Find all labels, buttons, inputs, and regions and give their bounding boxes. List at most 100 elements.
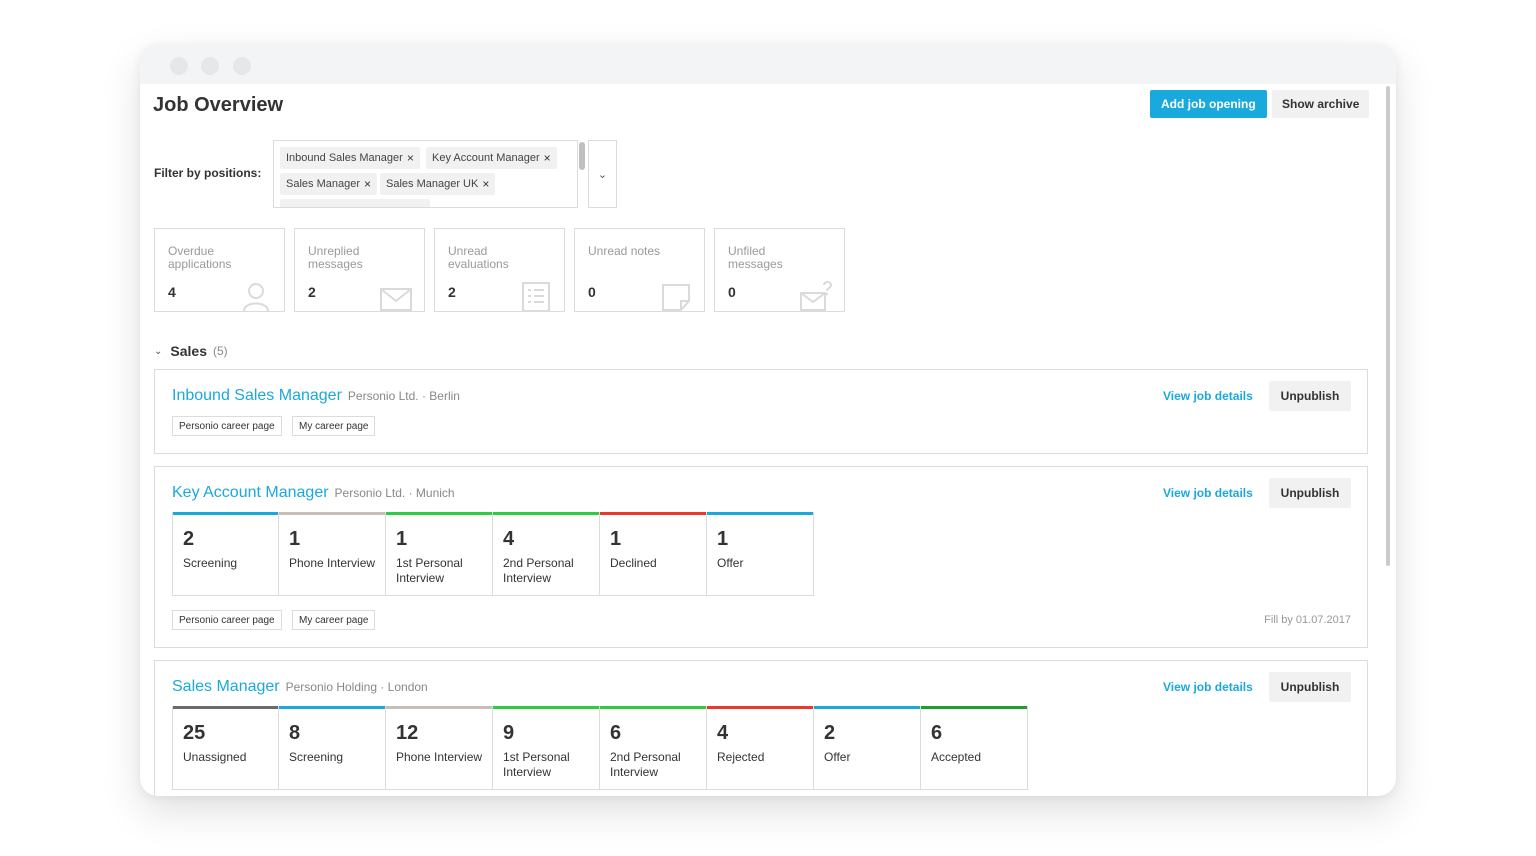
- stage-color-bar: [386, 512, 492, 515]
- stage-label: Offer: [717, 556, 744, 570]
- pipeline-stage[interactable]: 6 Accepted: [921, 706, 1028, 790]
- unpublish-button[interactable]: Unpublish: [1269, 478, 1351, 508]
- remove-tag-icon[interactable]: ×: [406, 151, 414, 165]
- filter-tag: Key Account Manager ×: [426, 147, 557, 169]
- stat-unfiled-messages[interactable]: Unfiled messages 0: [714, 228, 845, 312]
- pipeline-stage[interactable]: 8 Screening: [279, 706, 386, 790]
- stat-label: Unread notes: [588, 244, 661, 258]
- remove-tag-icon[interactable]: ×: [482, 177, 490, 191]
- filter-tag-partial: [280, 199, 430, 207]
- filter-tag: Inbound Sales Manager ×: [280, 147, 420, 169]
- pipeline-stage[interactable]: 1 Declined: [600, 512, 707, 596]
- filter-scrollbar[interactable]: [579, 142, 585, 170]
- stage-count: 1: [610, 528, 622, 550]
- stage-label: 1st Personal Interview: [396, 556, 463, 585]
- group-header-sales[interactable]: ⌄ Sales (5): [154, 343, 228, 359]
- filter-tag: Sales Manager ×: [280, 173, 378, 195]
- filter-tag-label: Key Account Manager: [432, 152, 540, 164]
- view-job-details-link[interactable]: View job details: [1163, 389, 1253, 403]
- pipeline-stage[interactable]: 2 Offer: [814, 706, 921, 790]
- pipeline-stage[interactable]: 4 Rejected: [707, 706, 814, 790]
- stage-count: 2: [183, 528, 195, 550]
- stage-label: Screening: [183, 556, 238, 570]
- job-title-link[interactable]: Key Account Manager Personio Ltd. · Munic…: [172, 484, 455, 502]
- channel-chip: My career page: [292, 610, 376, 630]
- stage-label: Unassigned: [183, 750, 247, 764]
- stage-count: 6: [610, 722, 622, 744]
- stage-color-bar: [279, 706, 385, 709]
- filter-tag-label: Sales Manager UK: [386, 178, 479, 190]
- browser-window: Job Overview Add job opening Show archiv…: [140, 44, 1396, 796]
- pipeline-stage[interactable]: 25 Unassigned: [172, 706, 279, 790]
- stage-color-bar: [386, 706, 492, 709]
- stage-count: 8: [289, 722, 301, 744]
- remove-tag-icon[interactable]: ×: [364, 177, 372, 191]
- filter-dropdown-button[interactable]: ⌄: [588, 140, 617, 208]
- envelope-question-icon: [800, 281, 832, 311]
- pipeline-stage[interactable]: 4 2nd Personal Interview: [493, 512, 600, 596]
- stage-label: Screening: [289, 750, 344, 764]
- stage-count: 6: [931, 722, 943, 744]
- job-title[interactable]: Key Account Manager: [172, 484, 329, 501]
- page-title: Job Overview: [153, 94, 284, 116]
- job-meta: Personio Ltd. · Berlin: [347, 389, 460, 403]
- stage-label: Offer: [824, 750, 851, 764]
- stage-count: 12: [396, 722, 419, 744]
- view-job-details-link[interactable]: View job details: [1163, 680, 1253, 694]
- unpublish-button[interactable]: Unpublish: [1269, 381, 1351, 411]
- window-close-dot[interactable]: [170, 57, 188, 75]
- pipeline-stages: 2 Screening 1 Phone Interview 1 1st Persona…: [172, 512, 814, 596]
- stage-label: 2nd Personal Interview: [610, 750, 681, 779]
- stat-unreplied-messages[interactable]: Unreplied messages 2: [294, 228, 425, 312]
- position-filter-input[interactable]: Inbound Sales Manager × Key Account Mana…: [273, 140, 578, 208]
- envelope-icon: [380, 288, 412, 311]
- pipeline-stage[interactable]: 9 1st Personal Interview: [493, 706, 600, 790]
- window-minimize-dot[interactable]: [201, 57, 219, 75]
- stage-color-bar: [279, 512, 385, 515]
- stage-color-bar: [814, 706, 920, 709]
- remove-tag-icon[interactable]: ×: [543, 151, 551, 165]
- unpublish-button[interactable]: Unpublish: [1269, 672, 1351, 702]
- pipeline-stage[interactable]: 12 Phone Interview: [386, 706, 493, 790]
- fill-by-date: Fill by 01.07.2017: [1264, 614, 1351, 626]
- channel-chip: My career page: [292, 416, 376, 436]
- chevron-down-icon: ⌄: [597, 168, 608, 181]
- stage-color-bar: [600, 512, 706, 515]
- page-scrollbar[interactable]: [1386, 86, 1390, 566]
- filter-label: Filter by positions:: [154, 166, 262, 180]
- stage-color-bar: [921, 706, 1027, 709]
- pipeline-stage[interactable]: 2 Screening: [172, 512, 279, 596]
- add-job-opening-button[interactable]: Add job opening: [1150, 90, 1267, 118]
- stat-unread-notes[interactable]: Unread notes 0: [574, 228, 705, 312]
- stat-value: 4: [168, 284, 176, 300]
- stage-label: Accepted: [931, 750, 982, 764]
- job-title-link[interactable]: Inbound Sales Manager Personio Ltd. · Ber…: [172, 387, 460, 405]
- stage-count: 25: [183, 722, 206, 744]
- stage-color-bar: [707, 512, 813, 515]
- pipeline-stage[interactable]: 6 2nd Personal Interview: [600, 706, 707, 790]
- pipeline-stage[interactable]: 1 1st Personal Interview: [386, 512, 493, 596]
- pipeline-stage[interactable]: 1 Phone Interview: [279, 512, 386, 596]
- view-job-details-link[interactable]: View job details: [1163, 486, 1253, 500]
- job-title[interactable]: Sales Manager: [172, 678, 280, 695]
- note-icon: [662, 284, 690, 311]
- stage-color-bar: [493, 706, 599, 709]
- show-archive-button[interactable]: Show archive: [1272, 90, 1370, 118]
- stat-overdue-applications[interactable]: Overdue applications 4: [154, 228, 285, 312]
- stat-value: 2: [448, 284, 456, 300]
- pipeline-stage[interactable]: 1 Offer: [707, 512, 814, 596]
- stat-label: Overdue applications: [168, 244, 232, 271]
- user-icon: [243, 283, 269, 311]
- stage-count: 4: [717, 722, 729, 744]
- window-maximize-dot[interactable]: [233, 57, 251, 75]
- job-title-link[interactable]: Sales Manager Personio Holding · London: [172, 678, 428, 696]
- stage-color-bar: [600, 706, 706, 709]
- stage-count: 9: [503, 722, 515, 744]
- job-meta: Personio Ltd. · Munich: [334, 486, 455, 500]
- stage-count: 4: [503, 528, 515, 550]
- group-name: Sales: [170, 343, 207, 359]
- job-title[interactable]: Inbound Sales Manager: [172, 387, 342, 404]
- stage-label: 2nd Personal Interview: [503, 556, 574, 585]
- stat-unread-evaluations[interactable]: Unread evaluations 2: [434, 228, 565, 312]
- stage-color-bar: [173, 706, 278, 709]
